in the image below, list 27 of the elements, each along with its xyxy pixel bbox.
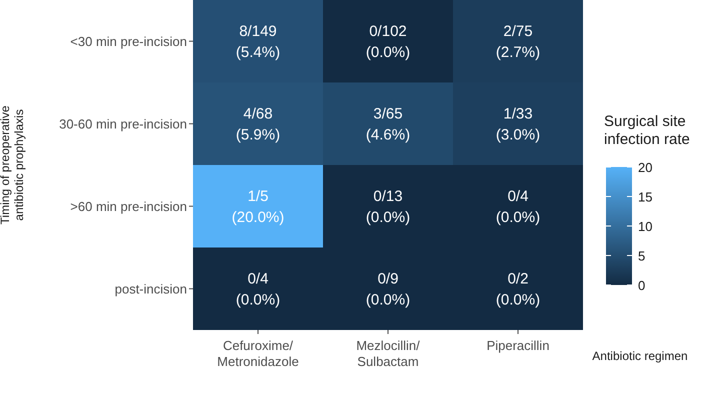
x-axis-title: Antibiotic regimen xyxy=(592,349,688,363)
color-bar-label: 10 xyxy=(638,219,652,234)
data-label: 0/4 (0.0%) xyxy=(496,188,540,226)
x-tick-label: Cefuroxime/ Metronidazole xyxy=(217,338,299,369)
data-label: 2/75 (2.7%) xyxy=(496,22,540,61)
data-label: 0/13 (0.0%) xyxy=(366,188,410,226)
color-bar-label: 5 xyxy=(638,248,646,264)
data-label: 4/68 (5.9%) xyxy=(236,105,280,144)
data-label: 0/4 (0.0%) xyxy=(236,270,280,308)
y-tick-label: >60 min pre-incision xyxy=(70,198,187,214)
data-label: 0/9 (0.0%) xyxy=(366,270,410,308)
data-label: 1/5 (20.0%) xyxy=(232,188,284,226)
color-bar-title: Surgical site infection rate xyxy=(604,113,690,148)
x-tick-label: Mezlocillin/ Sulbactam xyxy=(356,338,420,369)
data-label: 3/65 (4.6%) xyxy=(366,105,410,144)
y-tick-label: <30 min pre-incision xyxy=(70,34,187,49)
y-axis-title: Timing of preoperative antibiotic prophylaxis xyxy=(0,105,26,224)
y-tick-label: post-incision xyxy=(114,281,187,296)
data-label: 0/2 (0.0%) xyxy=(496,270,540,308)
y-tick-label: 30-60 min pre-incision xyxy=(59,116,187,132)
color-bar-label: 15 xyxy=(638,190,652,204)
color-bar-label: 20 xyxy=(638,160,652,175)
data-label: 1/33 (3.0%) xyxy=(496,105,540,144)
color-bar-label: 0 xyxy=(638,278,646,293)
x-tick-label: Piperacillin xyxy=(486,338,550,353)
data-label: 8/149 (5.4%) xyxy=(236,22,280,61)
data-label: 0/102 (0.0%) xyxy=(366,22,410,61)
